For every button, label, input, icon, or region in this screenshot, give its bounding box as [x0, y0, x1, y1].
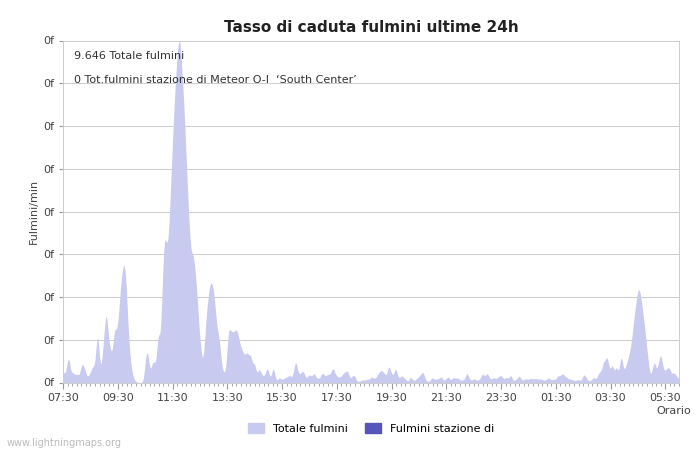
Text: 9.646 Totale fulmini: 9.646 Totale fulmini	[74, 51, 184, 61]
Y-axis label: Fulmini/min: Fulmini/min	[29, 179, 38, 244]
Text: www.lightningmaps.org: www.lightningmaps.org	[7, 438, 122, 448]
Title: Tasso di caduta fulmini ultime 24h: Tasso di caduta fulmini ultime 24h	[223, 20, 519, 35]
Text: 0 Tot.fulmini stazione di Meteor O-I  ‘South Center’: 0 Tot.fulmini stazione di Meteor O-I ‘So…	[74, 75, 357, 85]
X-axis label: Orario: Orario	[657, 406, 692, 416]
Legend: Totale fulmini, Fulmini stazione di: Totale fulmini, Fulmini stazione di	[243, 419, 499, 438]
